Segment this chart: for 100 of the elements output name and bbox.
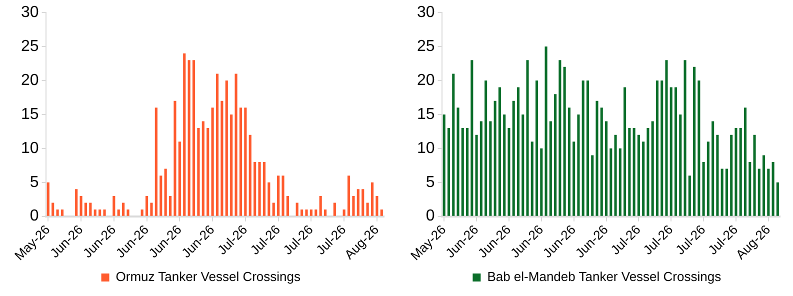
bar — [230, 114, 233, 216]
bar — [489, 121, 492, 216]
bar — [604, 121, 608, 216]
bar — [698, 80, 700, 216]
bar — [688, 176, 691, 216]
y-tick-label: 15 — [417, 106, 435, 123]
bar — [628, 128, 631, 216]
bar — [168, 196, 172, 216]
bar — [558, 60, 562, 216]
bar — [75, 189, 78, 216]
bar — [352, 196, 355, 216]
bar — [154, 108, 158, 216]
bar — [744, 108, 747, 216]
bar — [522, 114, 524, 216]
y-tick-label: 20 — [21, 72, 39, 89]
bar — [712, 121, 714, 216]
bar — [220, 100, 224, 216]
bar — [103, 210, 106, 216]
bar — [234, 74, 238, 216]
bar — [262, 162, 266, 216]
bar — [376, 196, 378, 216]
bar — [484, 80, 488, 216]
y-tick-label: 30 — [21, 4, 39, 22]
bar — [758, 168, 760, 216]
bar — [362, 189, 364, 216]
bar — [268, 182, 270, 216]
bar — [610, 148, 612, 216]
bar — [282, 176, 284, 216]
bar — [591, 155, 594, 216]
bar — [739, 128, 742, 216]
bar — [642, 142, 645, 216]
bar — [380, 210, 383, 216]
bar — [452, 74, 455, 216]
y-tick-label: 10 — [417, 140, 435, 157]
bar — [582, 80, 584, 216]
bar — [651, 121, 654, 216]
bar — [577, 114, 580, 216]
bar — [563, 66, 566, 216]
bar — [466, 128, 469, 216]
bar — [356, 189, 360, 216]
bar — [305, 210, 308, 216]
bar — [456, 108, 460, 216]
bar — [618, 148, 622, 216]
y-tick-label: 20 — [417, 72, 435, 89]
bar — [684, 60, 686, 216]
bar — [178, 142, 181, 216]
bar — [516, 87, 520, 216]
bar — [530, 142, 534, 216]
bar — [89, 202, 92, 216]
bar — [272, 202, 275, 216]
bar — [461, 128, 464, 216]
bar — [84, 202, 88, 216]
y-tick-label: 25 — [417, 38, 435, 55]
bar — [145, 196, 148, 216]
bar — [164, 168, 167, 216]
bar — [646, 128, 650, 216]
bar — [188, 60, 190, 216]
bar — [554, 94, 557, 216]
bar — [475, 134, 478, 216]
bar — [637, 134, 640, 216]
bar — [160, 176, 162, 216]
bar — [480, 121, 482, 216]
bar — [706, 142, 710, 216]
bar — [503, 114, 506, 216]
bar — [776, 182, 779, 216]
bar — [140, 210, 144, 216]
bar — [586, 80, 590, 216]
bar — [112, 196, 116, 216]
y-tick-label: 0 — [426, 208, 435, 225]
bar — [540, 148, 543, 216]
bar — [549, 121, 552, 216]
legend-label: Ormuz Tanker Vessel Crossings — [116, 269, 301, 284]
bar — [248, 134, 252, 216]
bar — [762, 155, 766, 216]
bar — [720, 168, 724, 216]
bar — [286, 196, 289, 216]
bar — [314, 210, 318, 216]
bar — [572, 142, 576, 216]
bar — [117, 210, 120, 216]
bar — [670, 87, 672, 216]
bar — [656, 80, 658, 216]
bar — [366, 202, 369, 216]
bar — [544, 46, 548, 216]
y-tick-label: 0 — [30, 208, 39, 225]
bar — [470, 60, 474, 216]
bar — [324, 210, 327, 216]
bar — [370, 182, 374, 216]
bar — [126, 210, 130, 216]
bar — [674, 87, 678, 216]
bar — [693, 66, 696, 216]
bar — [202, 121, 204, 216]
bar — [206, 128, 210, 216]
bar — [632, 128, 636, 216]
bar — [80, 196, 82, 216]
bar — [753, 134, 756, 216]
y-tick-label: 5 — [30, 174, 39, 191]
bar — [767, 168, 770, 216]
y-tick-label: 10 — [21, 140, 39, 157]
bar — [442, 114, 446, 216]
y-tick-label: 30 — [417, 4, 435, 22]
